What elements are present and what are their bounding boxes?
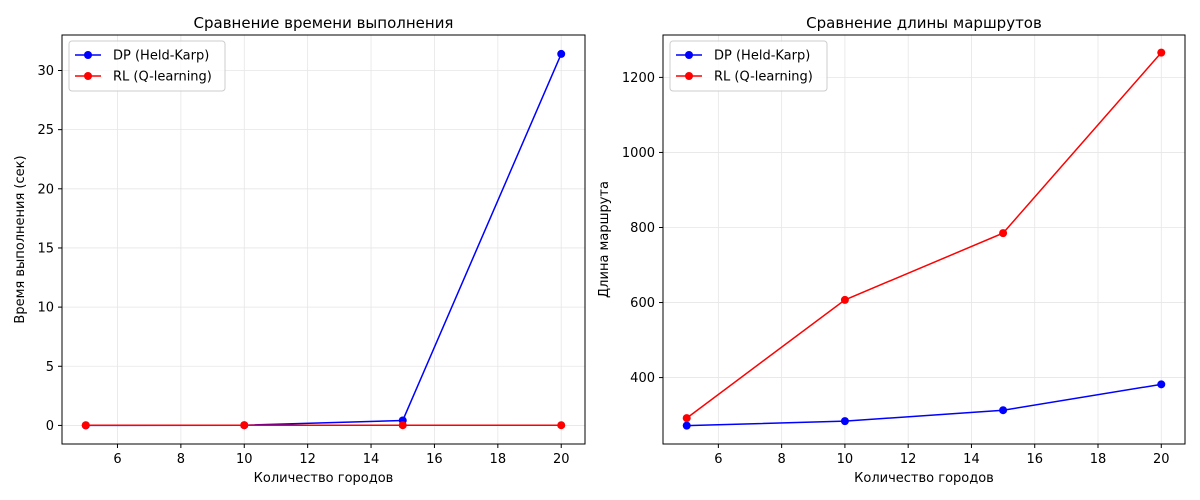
chart-title: Сравнение длины маршрутов xyxy=(806,14,1042,32)
data-point-0 xyxy=(1157,380,1166,389)
y-tick-label: 400 xyxy=(630,371,655,386)
legend-label-dp: DP (Held-Karp) xyxy=(113,49,209,64)
data-point-1 xyxy=(557,421,566,430)
plot-frame xyxy=(61,34,586,445)
y-tick-label: 0 xyxy=(46,419,54,434)
x-tick-label: 8 xyxy=(777,452,785,467)
chart-route-length: Сравнение длины маршрутов 6 8 10 12 14 16 18 20… xyxy=(597,14,1186,486)
legend-marker-rl xyxy=(685,72,693,80)
series-line-1 xyxy=(686,52,1162,419)
y-tick-label: 5 xyxy=(46,360,54,375)
legend-box xyxy=(68,40,226,92)
series-layer xyxy=(682,48,1166,430)
y-tick-label: 1200 xyxy=(622,71,655,86)
grid xyxy=(663,35,1185,444)
x-tick-label: 10 xyxy=(837,452,854,467)
x-axis-label: Количество городов xyxy=(254,471,394,486)
x-tick-label: 16 xyxy=(1026,452,1043,467)
x-axis-label: Количество городов xyxy=(854,471,994,486)
x-tick-label: 14 xyxy=(363,452,380,467)
x-tick-label: 12 xyxy=(299,452,316,467)
y-tick-label: 1000 xyxy=(622,146,655,161)
plot-frame xyxy=(662,34,1186,445)
legend-marker-rl xyxy=(84,72,92,80)
data-point-0 xyxy=(557,49,566,58)
legend-marker-dp xyxy=(685,51,693,59)
y-axis-label: Время выполнения (сек) xyxy=(13,155,28,323)
y-tick-label: 10 xyxy=(37,301,54,316)
y-tick-label: 800 xyxy=(630,221,655,236)
y-tick-label: 30 xyxy=(37,64,54,79)
x-tick-label: 6 xyxy=(113,452,121,467)
data-point-1 xyxy=(240,421,249,430)
legend: DP (Held-Karp) RL (Q-learning) xyxy=(669,40,828,92)
x-tick-label: 10 xyxy=(236,452,253,467)
x-tick-label: 12 xyxy=(900,452,917,467)
legend-label-dp: DP (Held-Karp) xyxy=(714,49,810,64)
data-point-0 xyxy=(999,406,1008,415)
legend-label-rl: RL (Q-learning) xyxy=(714,70,813,85)
data-point-0 xyxy=(840,417,849,426)
x-tick-label: 20 xyxy=(553,452,570,467)
axes: 6 8 10 12 14 16 18 20 0 5 10 15 20 25 30 xyxy=(37,34,586,467)
x-tick-label: 8 xyxy=(177,452,185,467)
x-tick-label: 6 xyxy=(714,452,722,467)
chart-execution-time: Сравнение времени выполнения 6 8 10 12 14 16 1… xyxy=(13,14,586,486)
legend-marker-dp xyxy=(84,51,92,59)
x-tick-label: 18 xyxy=(1090,452,1107,467)
legend-label-rl: RL (Q-learning) xyxy=(113,70,212,85)
x-tick-label: 14 xyxy=(963,452,980,467)
data-point-1 xyxy=(840,295,849,304)
y-tick-label: 600 xyxy=(630,296,655,311)
y-tick-label: 25 xyxy=(37,123,54,138)
x-tick-label: 18 xyxy=(490,452,507,467)
y-axis-label: Длина маршрута xyxy=(597,181,612,298)
data-point-0 xyxy=(682,421,691,430)
chart-title: Сравнение времени выполнения xyxy=(194,14,454,32)
series-layer xyxy=(81,49,566,430)
data-point-1 xyxy=(1157,48,1166,57)
legend-box xyxy=(669,40,828,92)
data-point-1 xyxy=(682,414,691,423)
y-tick-label: 15 xyxy=(37,241,54,256)
legend: DP (Held-Karp) RL (Q-learning) xyxy=(68,40,226,92)
x-tick-label: 16 xyxy=(426,452,443,467)
series-line-0 xyxy=(686,383,1162,427)
axes: 6 8 10 12 14 16 18 20 400 600 800 1000 1200 xyxy=(622,34,1186,467)
data-point-1 xyxy=(398,421,407,430)
x-tick-label: 20 xyxy=(1153,452,1170,467)
y-tick-label: 20 xyxy=(37,182,54,197)
data-point-1 xyxy=(999,229,1008,238)
data-point-1 xyxy=(81,421,90,430)
